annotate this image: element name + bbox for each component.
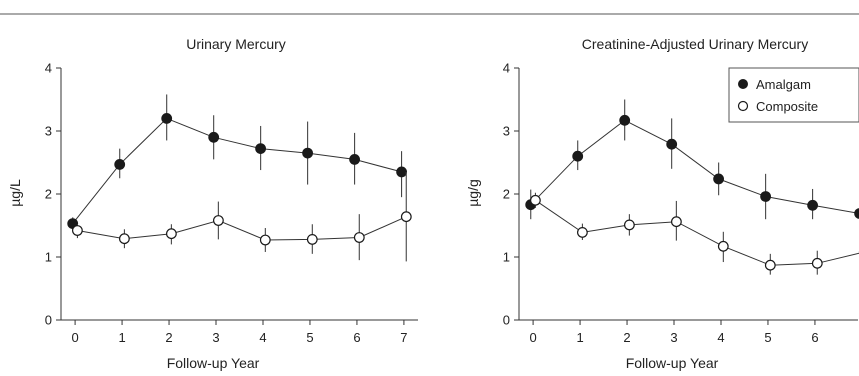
- x-tick-label: 0: [529, 330, 536, 345]
- chart-title: Urinary Mercury: [186, 36, 286, 52]
- y-tick-label: 0: [503, 313, 510, 328]
- data-point-amalgam: [255, 143, 267, 155]
- x-axis-label: Follow-up Year: [167, 355, 260, 371]
- y-tick-label: 2: [503, 187, 510, 202]
- data-point-composite: [165, 228, 177, 240]
- x-axis-label: Follow-up Year: [626, 355, 719, 371]
- data-point-amalgam: [760, 191, 771, 202]
- series-line: [530, 119, 859, 214]
- data-point-composite: [577, 226, 588, 238]
- data-point-composite: [811, 257, 823, 269]
- data-point-amalgam: [161, 112, 173, 124]
- chart-title: Creatinine-Adjusted Urinary Mercury: [582, 36, 808, 52]
- legend-marker-composite: [737, 100, 749, 112]
- data-point-composite: [530, 194, 541, 206]
- data-point-amalgam: [302, 147, 314, 159]
- series-line: [72, 117, 402, 224]
- data-point-composite: [764, 259, 776, 271]
- data-point-composite: [259, 234, 271, 246]
- x-tick-label: 0: [71, 330, 78, 345]
- data-point-composite: [306, 233, 318, 245]
- series-line: [535, 199, 859, 266]
- y-tick-label: 3: [45, 124, 52, 139]
- data-point-composite: [212, 215, 224, 226]
- data-point-composite: [671, 216, 682, 228]
- y-axis-label: µg/g: [465, 179, 481, 207]
- x-tick-label: 2: [623, 330, 630, 345]
- data-point-amalgam: [349, 153, 361, 165]
- x-tick-label: 1: [576, 330, 583, 345]
- data-point-amalgam: [807, 199, 818, 211]
- x-tick-label: 3: [670, 330, 677, 345]
- chart-panel-creatinine-adjusted: Creatinine-Adjusted Urinary Mercury Foll…: [465, 36, 859, 371]
- y-tick-label: 3: [503, 124, 510, 139]
- x-tick-label: 7: [400, 330, 407, 345]
- data-point-amalgam: [713, 173, 724, 185]
- data-point-composite: [71, 225, 83, 236]
- data-point-amalgam: [666, 138, 678, 150]
- legend-box: [728, 67, 859, 123]
- x-tick-label: 1: [118, 330, 125, 345]
- x-tick-label: 5: [764, 330, 771, 345]
- x-tick-label: 5: [306, 330, 313, 345]
- data-point-amalgam: [208, 131, 220, 143]
- data-point-amalgam: [114, 158, 126, 170]
- data-point-composite: [400, 211, 412, 223]
- legend: Amalgam Composite: [728, 67, 859, 123]
- y-tick-label: 2: [45, 187, 52, 202]
- data-point-amalgam: [619, 114, 631, 126]
- x-tick-label: 4: [259, 330, 266, 345]
- data-point-composite: [353, 232, 365, 243]
- data-point-amalgam: [854, 208, 859, 219]
- chart-panel-urinary-mercury: Urinary Mercury Follow-up Year µg/L 0 1 2 3…: [7, 36, 418, 371]
- y-tick-label: 4: [503, 61, 510, 76]
- x-tick-label: 6: [811, 330, 818, 345]
- data-point-amalgam: [572, 150, 584, 162]
- data-point-composite: [118, 233, 130, 245]
- y-axis-label: µg/L: [7, 179, 23, 207]
- y-tick-label: 1: [503, 250, 510, 265]
- x-tick-label: 4: [717, 330, 724, 345]
- x-tick-label: 6: [353, 330, 360, 345]
- y-tick-label: 1: [45, 250, 52, 265]
- data-point-amalgam: [396, 166, 408, 178]
- x-tick-label: 2: [165, 330, 172, 345]
- y-tick-label: 0: [45, 313, 52, 328]
- x-tick-label: 3: [212, 330, 219, 345]
- data-point-composite: [717, 240, 729, 252]
- legend-label-composite: Composite: [756, 99, 818, 114]
- legend-marker-amalgam: [738, 79, 748, 89]
- data-point-composite: [624, 219, 635, 231]
- series-line: [77, 216, 407, 241]
- legend-label-amalgam: Amalgam: [756, 77, 811, 92]
- y-tick-label: 4: [45, 61, 52, 76]
